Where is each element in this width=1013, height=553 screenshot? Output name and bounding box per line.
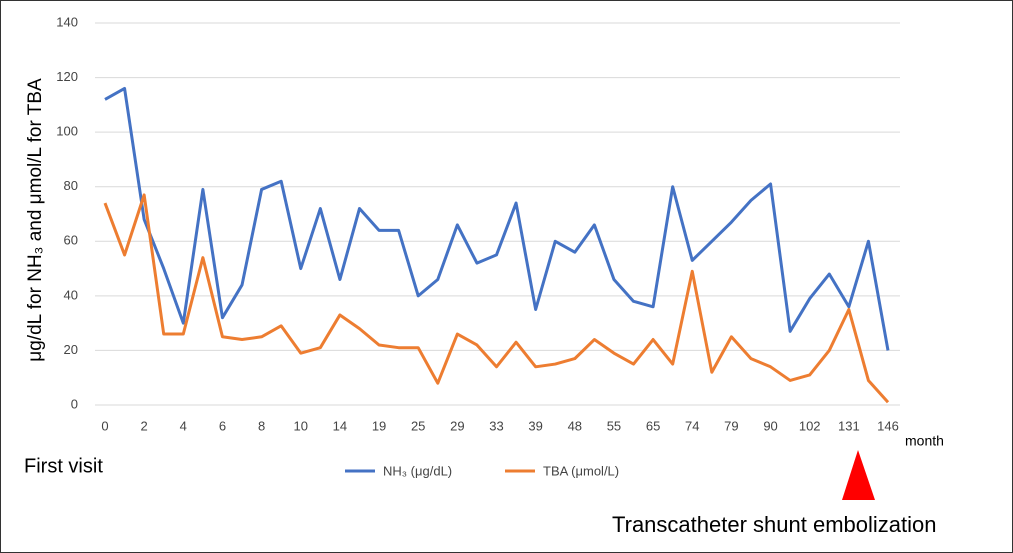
x-tick-label: 25 [411,418,425,433]
x-tick-label: 90 [763,418,777,433]
x-tick-label: 48 [568,418,582,433]
y-tick-label: 80 [64,178,78,193]
legend-label: TBA (μmol/L) [543,463,619,478]
x-tick-label: 33 [489,418,503,433]
x-tick-label: 79 [724,418,738,433]
x-tick-label: 39 [528,418,542,433]
marker-arrow [842,450,875,500]
y-tick-label: 40 [64,287,78,302]
x-tick-label: 14 [333,418,347,433]
data-line [104,86,890,351]
x-unit: month [905,433,944,449]
x-tick-label: 2 [141,418,148,433]
x-tick-label: 74 [685,418,699,433]
x-tick-label: 102 [799,418,821,433]
y-tick-label: 0 [71,396,78,411]
y-tick-label: 60 [64,233,78,248]
x-tick-label: 6 [219,418,226,433]
x-tick-label: 0 [101,418,108,433]
y-tick-label: 100 [56,124,78,139]
x-tick-label: 29 [450,418,464,433]
x-tick-label: 65 [646,418,660,433]
x-tick-label: 10 [294,418,308,433]
y-axis-label: μg/dL for NH₃ and μmol/L for TBA [25,78,46,362]
data-line [103,193,890,404]
legend-label: NH₃ (μg/dL) [383,463,452,478]
x-tick-label: 19 [372,418,386,433]
x-tick-label: 8 [258,418,265,433]
x-tick-label: 131 [838,418,860,433]
y-tick-label: 120 [56,69,78,84]
x-tick-label: 146 [877,418,899,433]
x-tick-label: 55 [607,418,621,433]
annotation: First visit [24,455,103,477]
x-tick-label: 4 [180,418,187,433]
annotation: Transcatheter shunt embolization [612,512,936,537]
y-tick-label: 20 [64,342,78,357]
y-tick-label: 140 [56,14,78,29]
